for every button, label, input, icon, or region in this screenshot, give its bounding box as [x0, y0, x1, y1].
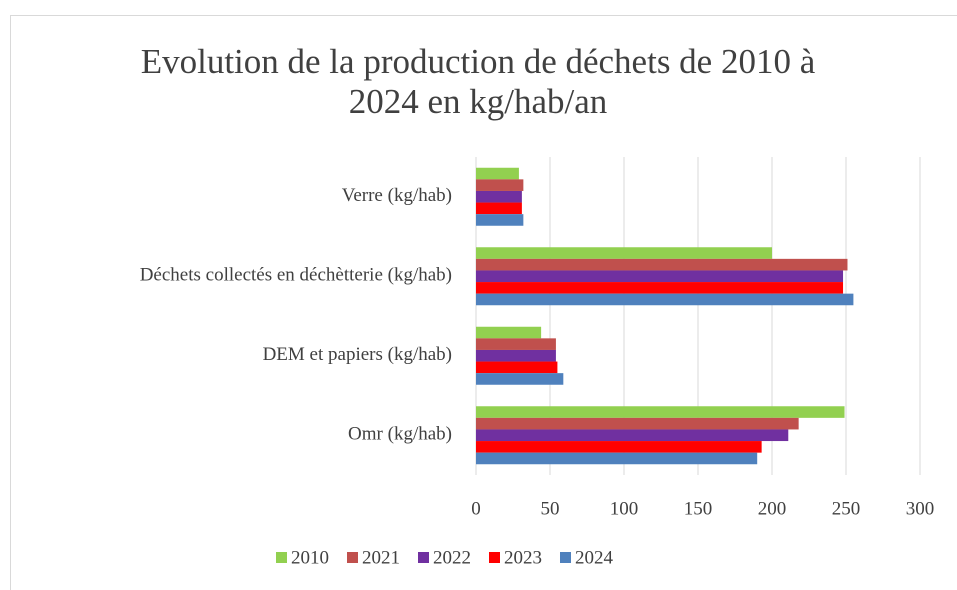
x-tick-label: 200: [758, 498, 787, 519]
bar: [476, 214, 524, 226]
bar: [476, 202, 522, 215]
legend-swatch: [347, 552, 358, 563]
bar: [476, 190, 522, 203]
bar: [476, 270, 844, 283]
bar: [476, 167, 519, 180]
legend-label: 2024: [575, 547, 614, 568]
y-tick-label: Omr (kg/hab): [348, 424, 452, 445]
bar: [476, 429, 789, 442]
legend-label: 2021: [362, 547, 400, 568]
bar: [476, 441, 762, 453]
bar: [476, 361, 558, 374]
x-tick-label: 250: [832, 498, 861, 519]
bar: [476, 417, 799, 430]
bar: [476, 293, 854, 306]
bar: [476, 179, 524, 191]
legend-label: 2022: [433, 547, 471, 568]
bar: [476, 282, 844, 294]
y-tick-label: DEM et papiers (kg/hab): [263, 344, 452, 365]
x-tick-label: 300: [906, 498, 935, 519]
bar: [476, 373, 564, 385]
bar: [476, 247, 772, 259]
bar: [476, 452, 758, 465]
legend-swatch: [560, 552, 571, 563]
bar: [476, 258, 848, 271]
bar: [476, 406, 845, 418]
x-tick-label: 50: [541, 498, 560, 519]
x-tick-label: 0: [471, 498, 481, 519]
x-tick-label: 100: [610, 498, 639, 519]
legend-label: 2023: [504, 547, 542, 568]
bar: [476, 349, 556, 362]
y-tick-label: Déchets collectés en déchètterie (kg/hab…: [140, 265, 452, 286]
legend-label: 2010: [291, 547, 329, 568]
legend-swatch: [276, 552, 287, 563]
legend-swatch: [418, 552, 429, 563]
x-tick-label: 150: [684, 498, 713, 519]
y-tick-label: Verre (kg/hab): [342, 185, 452, 206]
legend-swatch: [489, 552, 500, 563]
bar: [476, 326, 542, 339]
chart-border: [10, 15, 957, 590]
chart-title: Evolution de la production de déchets de…: [140, 42, 816, 121]
bar: [476, 338, 556, 350]
